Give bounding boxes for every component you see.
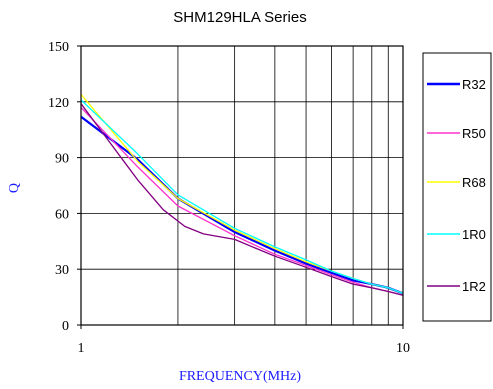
series-line-r68 [80,93,404,295]
x-ticks: 1 10 [78,325,410,356]
x-tick-label: 10 [396,341,410,356]
series-line-1r2 [80,103,404,296]
series-line-r50 [80,106,404,296]
chart-title: SHM129HLA Series [173,9,306,26]
legend-label-1r2: 1R2 [462,279,486,294]
y-tick-label: 0 [62,319,69,334]
series-layer [80,93,404,296]
series-line-r32 [80,115,404,295]
y-ticks: 0 30 60 90 120 150 [48,40,81,334]
legend-box [422,52,492,322]
x-tick-label: 1 [78,341,85,356]
plot-frame [80,45,404,326]
x-axis-title: FREQUENCY(MHz) [179,369,301,384]
y-axis-title: Q [7,183,22,193]
y-tick-label: 90 [55,152,69,167]
y-tick-label: 120 [48,96,69,111]
series-line-1r0 [80,99,404,295]
legend-label-r32: R32 [462,77,486,92]
legend-label-r50: R50 [462,126,486,141]
legend-label-r68: R68 [462,175,486,190]
legend: R32 R50 R68 1R0 1R2 [427,77,486,294]
y-tick-label: 60 [55,207,69,222]
legend-label-1r0: 1R0 [462,227,486,242]
y-tick-label: 30 [55,263,69,278]
y-tick-label: 150 [48,40,69,55]
